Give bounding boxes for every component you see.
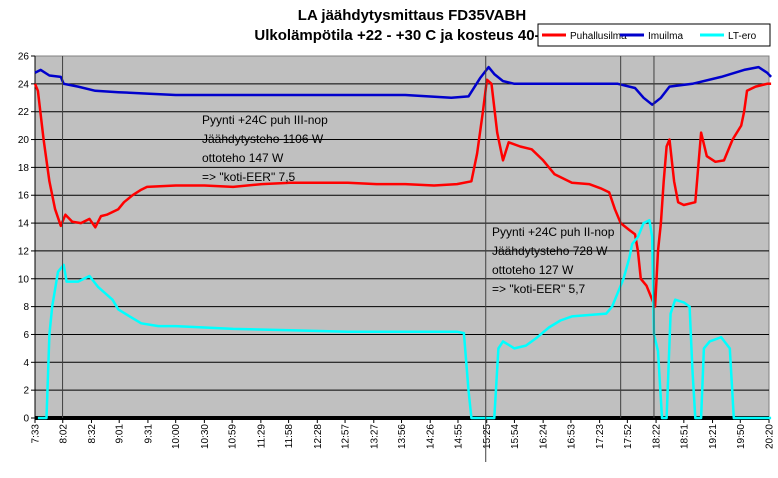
x-axis: 7:33 8:02 8:32 9:01 9:31 10:00 10:30 10:59 11:29… — [31, 416, 776, 449]
y-tick-label-12: 12 — [18, 246, 30, 257]
series-line-puhallusilma — [33, 78, 772, 308]
y-tick-label-14: 14 — [18, 219, 30, 230]
x-tick-label-23: 18:51 — [679, 424, 690, 449]
x-tick-label-2: 8:32 — [87, 424, 98, 444]
x-tick-label-16: 15:25 — [482, 424, 493, 449]
y-tick-label-26: 26 — [18, 52, 30, 63]
annotation-2-line-4: => "koti-EER" 5,7 — [492, 282, 586, 296]
y-tick-label-16: 16 — [18, 191, 30, 202]
chart-subtitle: Ulkolämpötila +22 - +30 C ja kosteus 40-… — [254, 27, 569, 44]
x-tick-label-8: 11:29 — [256, 424, 267, 449]
chart-title: LA jäähdytysmittaus FD35VABH — [298, 7, 526, 24]
y-tick-label-10: 10 — [18, 274, 30, 285]
x-tick-label-22: 18:22 — [652, 424, 663, 449]
x-tick-label-5: 10:00 — [171, 424, 182, 449]
x-tick-label-13: 13:56 — [397, 424, 408, 449]
x-tick-label-9: 11:58 — [284, 424, 295, 449]
series-line-imuilma — [34, 65, 773, 106]
x-tick-label-10: 12:28 — [313, 424, 324, 449]
legend-label-lt-ero: LT-ero — [728, 31, 757, 42]
y-tick-label-4: 4 — [23, 358, 29, 369]
y-tick-label-24: 24 — [18, 79, 30, 90]
x-tick-label-6: 10:30 — [200, 424, 211, 449]
legend-box — [537, 23, 771, 47]
annotation-1-line-2: Jäähdytysteho 1106 W — [202, 132, 324, 146]
y-tick-label-8: 8 — [23, 302, 29, 313]
y-tick-label-22: 22 — [18, 107, 30, 118]
x-tick-label-7: 10:59 — [228, 424, 239, 449]
x-tick-label-25: 19:50 — [736, 424, 747, 449]
annotation-1-line-4: => "koti-EER" 7,5 — [202, 170, 296, 184]
y-tick-label-20: 20 — [18, 135, 30, 146]
legend-label-imuilma: Imuilma — [648, 31, 683, 42]
legend: Puhallusilma Imuilma LT-ero — [537, 23, 771, 47]
x-tick-label-4: 9:31 — [143, 424, 154, 444]
x-tick-label-12: 13:27 — [369, 424, 380, 449]
annotation-2-line-1: Pyynti +24C puh II-nop — [492, 225, 615, 239]
plot-area — [34, 55, 770, 419]
x-tick-label-18: 16:24 — [539, 424, 550, 449]
x-tick-label-3: 9:01 — [115, 424, 126, 444]
y-tick-label-0: 0 — [23, 414, 29, 425]
x-tick-label-1: 8:02 — [58, 424, 69, 444]
annotation-1-line-3: ottoteho 147 W — [202, 151, 284, 165]
x-tick-label-24: 19:21 — [708, 424, 719, 449]
y-tick-label-2: 2 — [23, 386, 29, 397]
x-tick-label-19: 16:53 — [566, 424, 577, 449]
x-tick-label-11: 12:57 — [341, 424, 352, 449]
y-tick-label-18: 18 — [18, 163, 30, 174]
x-tick-label-0: 7:33 — [31, 424, 42, 444]
series-lines — [33, 65, 773, 420]
annotation-1-line-1: Pyynti +24C puh III-nop — [202, 113, 328, 127]
x-tick-label-21: 17:52 — [623, 424, 634, 449]
x-tick-label-14: 14:26 — [426, 424, 437, 449]
x-tick-label-20: 17:23 — [595, 424, 606, 449]
x-tick-label-26: 20:20 — [765, 424, 776, 449]
x-tick-label-15: 14:55 — [453, 424, 464, 449]
x-tick-label-17: 15:54 — [510, 424, 521, 449]
series-line-lt-ero — [37, 219, 772, 420]
legend-label-puhallusilma: Puhallusilma — [570, 31, 627, 42]
y-tick-label-6: 6 — [23, 330, 29, 341]
grid-lines — [35, 83, 769, 391]
vertical-markers — [62, 56, 655, 462]
annotation-2-line-3: ottoteho 127 W — [492, 263, 574, 277]
annotation-2-line-2: Jäähdytysteho 728 W — [492, 244, 608, 258]
